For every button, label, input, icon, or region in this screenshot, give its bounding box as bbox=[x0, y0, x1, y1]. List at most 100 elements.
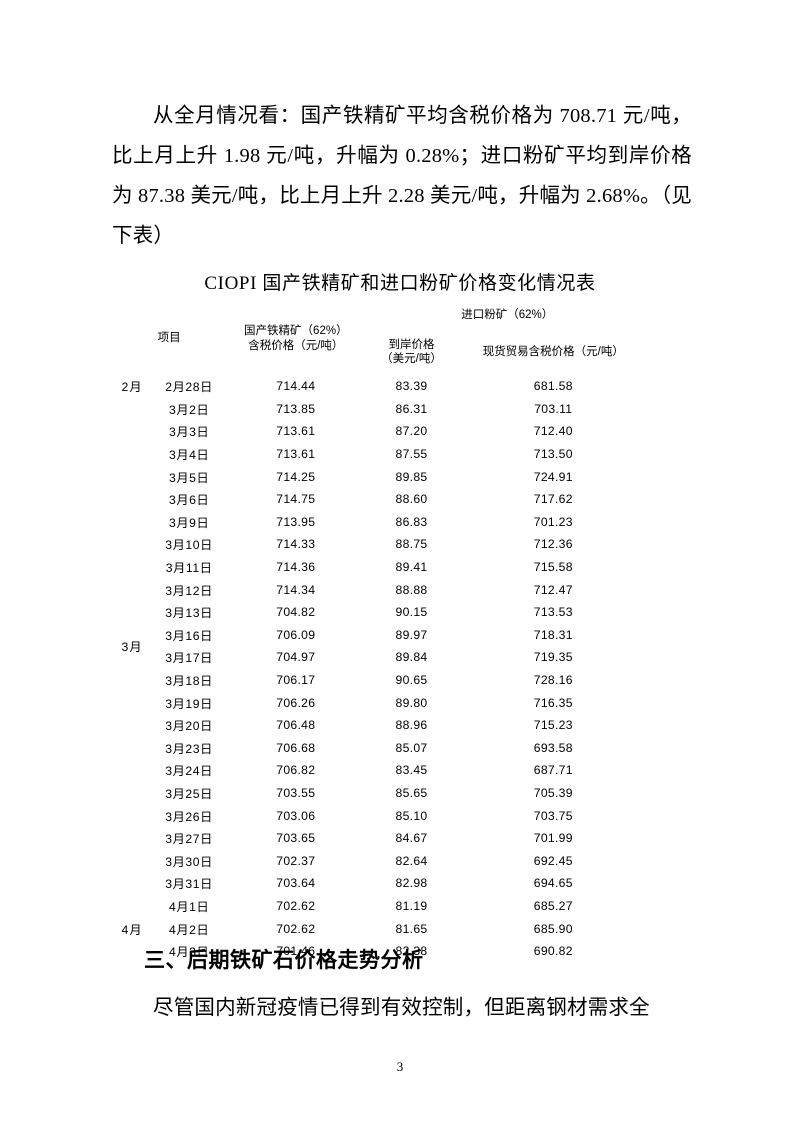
cell-cif-price: 83.45 bbox=[395, 763, 428, 778]
table-row: 2月 2月28日 714.44 83.39 681.58 bbox=[112, 375, 649, 398]
cell-cif-price: 88.88 bbox=[395, 582, 428, 597]
cell-spot-price: 701.23 bbox=[533, 514, 573, 529]
intro-paragraph: 从全月情况看：国产铁精矿平均含税价格为 708.71 元/吨，比上月上升 1.9… bbox=[112, 105, 692, 247]
table-row: 4月3日 701.46 82.38 690.82 bbox=[112, 940, 649, 963]
cell-cif-price: 87.20 bbox=[395, 424, 428, 439]
table-row: 4月2日 702.62 81.65 685.90 bbox=[112, 917, 649, 940]
header-imported-group: 进口粉矿（62%） bbox=[461, 308, 554, 321]
cell-spot-price: 685.27 bbox=[533, 898, 573, 913]
table-row: 4月 4月1日 702.62 81.19 685.27 bbox=[112, 895, 649, 937]
cell-domestic-price: 706.82 bbox=[276, 763, 316, 778]
cell-date: 3月4日 bbox=[168, 448, 210, 463]
cell-date: 3月30日 bbox=[165, 854, 213, 869]
cell-domestic-price: 714.34 bbox=[276, 582, 316, 597]
cell-date: 3月2日 bbox=[168, 402, 210, 417]
cell-cif-price: 90.65 bbox=[395, 673, 428, 688]
cell-cif-price: 82.64 bbox=[395, 853, 428, 868]
month-group-label: 3月 bbox=[121, 640, 143, 655]
cell-spot-price: 716.35 bbox=[533, 695, 573, 710]
cell-domestic-price: 714.36 bbox=[276, 560, 316, 575]
table-row: 3月4日 713.61 87.55 713.50 bbox=[112, 443, 649, 466]
cell-domestic-price: 706.48 bbox=[276, 718, 316, 733]
cell-date: 3月10日 bbox=[165, 538, 213, 553]
cell-cif-price: 85.10 bbox=[395, 808, 428, 823]
table-row: 3月10日 714.33 88.75 712.36 bbox=[112, 533, 649, 556]
page-number: 3 bbox=[396, 1059, 404, 1074]
closing-paragraph-block: 尽管国内新冠疫情已得到有效控制，但距离钢材需求全 bbox=[112, 988, 692, 1028]
closing-paragraph: 尽管国内新冠疫情已得到有效控制，但距离钢材需求全 bbox=[153, 997, 650, 1019]
cell-domestic-price: 704.97 bbox=[276, 650, 316, 665]
cell-date: 3月16日 bbox=[165, 628, 213, 643]
cell-domestic-price: 702.62 bbox=[276, 898, 316, 913]
table-body: 2月 2月28日 714.44 83.39 681.58 3月 3月2日 713.85 86.3… bbox=[112, 375, 649, 962]
cell-date: 3月27日 bbox=[165, 832, 213, 847]
cell-cif-price: 89.85 bbox=[395, 469, 428, 484]
cell-domestic-price: 706.17 bbox=[276, 673, 316, 688]
cell-cif-price: 88.96 bbox=[395, 718, 428, 733]
cell-cif-price: 89.84 bbox=[395, 650, 428, 665]
table-row: 3月6日 714.75 88.60 717.62 bbox=[112, 488, 649, 511]
header-domestic-line1: 国产铁精矿（62%） bbox=[244, 324, 348, 337]
cell-cif-price: 83.39 bbox=[395, 379, 428, 394]
cell-date: 3月12日 bbox=[165, 583, 213, 598]
cell-spot-price: 694.65 bbox=[533, 876, 573, 891]
price-table-wrapper: 项目 国产铁精矿（62%） 含税价格（元/吨） 进口粉矿（62%） 到岸价格 （… bbox=[112, 302, 649, 962]
cell-domestic-price: 706.26 bbox=[276, 695, 316, 710]
cell-cif-price: 86.31 bbox=[395, 401, 428, 416]
cell-spot-price: 703.11 bbox=[534, 401, 573, 416]
cell-spot-price: 717.62 bbox=[533, 492, 573, 507]
cell-date: 2月28日 bbox=[165, 380, 213, 395]
header-domestic: 国产铁精矿（62%） 含税价格（元/吨） bbox=[226, 302, 365, 375]
cell-cif-price: 81.19 bbox=[395, 898, 428, 913]
cell-cif-price: 84.67 bbox=[395, 831, 428, 846]
table-row: 3月16日 706.09 89.97 718.31 bbox=[112, 624, 649, 647]
cell-spot-price: 713.53 bbox=[533, 605, 573, 620]
table-caption: CIOPI 国产铁精矿和进口粉矿价格变化情况表 bbox=[204, 273, 596, 294]
cell-date: 3月9日 bbox=[168, 515, 210, 530]
cell-date: 3月11日 bbox=[165, 561, 213, 576]
header-item: 项目 bbox=[157, 332, 181, 344]
month-group-label: 2月 bbox=[121, 380, 143, 395]
table-row: 3月20日 706.48 88.96 715.23 bbox=[112, 714, 649, 737]
cell-spot-price: 712.47 bbox=[533, 582, 573, 597]
cell-spot-price: 713.50 bbox=[533, 447, 573, 462]
cell-date: 4月3日 bbox=[168, 945, 210, 960]
cell-cif-price: 89.80 bbox=[395, 695, 428, 710]
cell-spot-price: 712.36 bbox=[533, 537, 573, 552]
cell-domestic-price: 701.46 bbox=[276, 944, 316, 959]
cell-spot-price: 685.90 bbox=[533, 921, 573, 936]
table-row: 3月26日 703.06 85.10 703.75 bbox=[112, 804, 649, 827]
cell-domestic-price: 714.44 bbox=[276, 379, 316, 394]
cell-spot-price: 703.75 bbox=[533, 808, 573, 823]
table-head: 项目 国产铁精矿（62%） 含税价格（元/吨） 进口粉矿（62%） 到岸价格 （… bbox=[112, 302, 649, 375]
cell-date: 3月13日 bbox=[165, 606, 213, 621]
header-cif: 到岸价格 （美元/吨） bbox=[365, 328, 457, 375]
cell-domestic-price: 713.95 bbox=[276, 514, 316, 529]
cell-cif-price: 86.83 bbox=[395, 514, 428, 529]
header-cif-line1: 到岸价格 bbox=[388, 338, 435, 351]
cell-domestic-price: 703.06 bbox=[276, 808, 316, 823]
cell-domestic-price: 713.85 bbox=[276, 401, 316, 416]
cell-spot-price: 692.45 bbox=[533, 853, 573, 868]
cell-spot-price: 719.35 bbox=[533, 650, 573, 665]
cell-domestic-price: 714.25 bbox=[276, 469, 316, 484]
cell-cif-price: 82.38 bbox=[395, 944, 428, 959]
cell-cif-price: 89.97 bbox=[395, 627, 428, 642]
cell-spot-price: 701.99 bbox=[533, 831, 573, 846]
cell-date: 3月24日 bbox=[165, 764, 213, 779]
month-group-label: 4月 bbox=[121, 922, 143, 937]
cell-spot-price: 705.39 bbox=[533, 785, 573, 800]
cell-date: 4月2日 bbox=[168, 922, 210, 937]
cell-domestic-price: 713.61 bbox=[276, 447, 316, 462]
table-row: 3月31日 703.64 82.98 694.65 bbox=[112, 872, 649, 895]
cell-domestic-price: 702.37 bbox=[276, 853, 316, 868]
header-domestic-line2: 含税价格（元/吨） bbox=[248, 339, 344, 352]
table-header-row-1: 项目 国产铁精矿（62%） 含税价格（元/吨） 进口粉矿（62%） bbox=[112, 302, 649, 352]
table-row: 3月24日 706.82 83.45 687.71 bbox=[112, 759, 649, 782]
cell-date: 3月25日 bbox=[165, 786, 213, 801]
cell-domestic-price: 703.64 bbox=[276, 876, 316, 891]
cell-cif-price: 85.65 bbox=[395, 785, 428, 800]
header-spot: 现货贸易含税价格（元/吨） bbox=[482, 345, 624, 358]
cell-cif-price: 88.60 bbox=[395, 492, 428, 507]
